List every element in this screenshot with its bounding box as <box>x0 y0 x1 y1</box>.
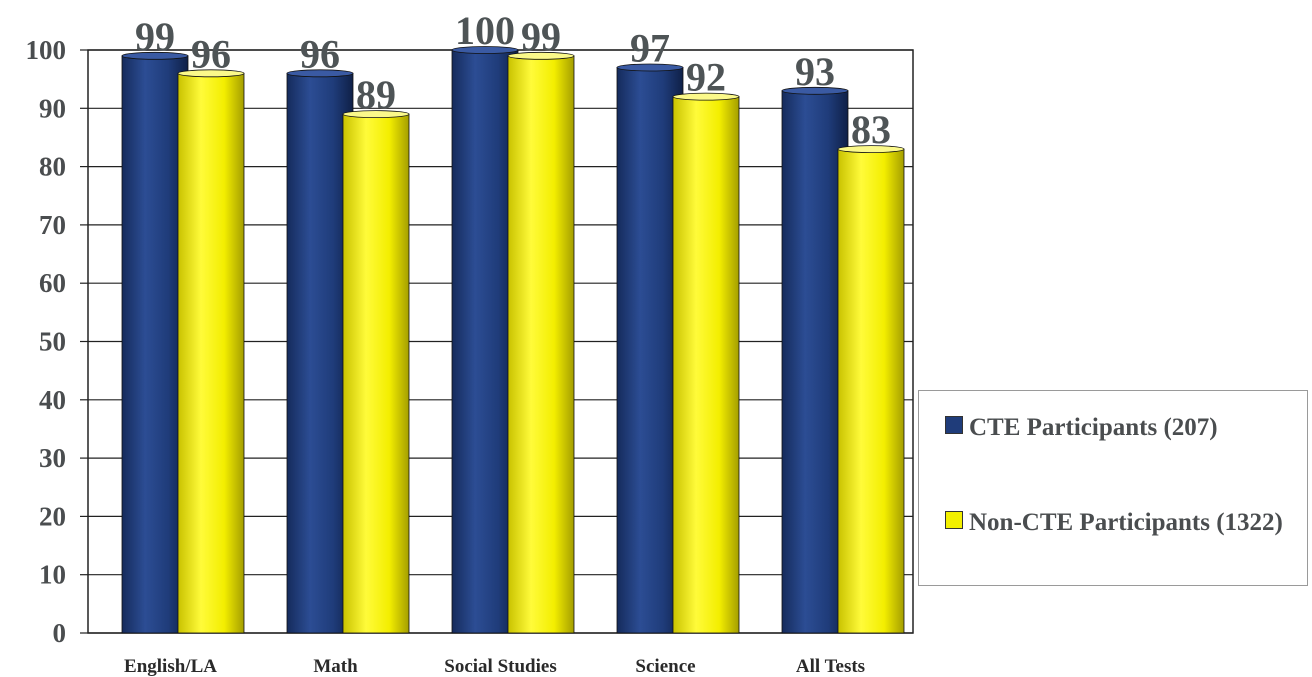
bar-cte <box>451 46 519 634</box>
legend-swatch-non-cte <box>945 511 963 529</box>
y-tick-label: 40 <box>39 385 66 415</box>
x-tick-label: Science <box>635 656 695 677</box>
bars <box>121 46 905 634</box>
bar-cte <box>286 69 354 634</box>
data-label: 96 <box>300 31 340 76</box>
y-tick-label: 90 <box>39 93 66 123</box>
y-tick-label: 50 <box>39 327 66 357</box>
legend: CTE Participants (207) Non-CTE Participa… <box>918 390 1308 586</box>
data-label: 97 <box>630 25 670 70</box>
legend-swatch-cte <box>945 416 963 434</box>
legend-label-cte: CTE Participants (207) <box>969 414 1218 441</box>
legend-label-non-cte: Non-CTE Participants (1322) <box>969 509 1283 536</box>
y-tick-label: 70 <box>39 210 66 240</box>
y-tick-label: 0 <box>53 618 67 648</box>
bar-cte <box>616 63 684 634</box>
data-label: 89 <box>356 72 396 117</box>
y-tick-label: 20 <box>39 501 66 531</box>
bar-non-cte <box>672 92 740 634</box>
x-axis: English/LA Math Social Studies Science All T… <box>124 656 865 677</box>
y-tick-label: 100 <box>26 35 67 65</box>
x-tick-label: English/LA <box>124 656 217 677</box>
legend-item-non-cte: Non-CTE Participants (1322) <box>945 506 1285 540</box>
data-label: 99 <box>521 14 561 59</box>
y-tick-label: 10 <box>39 560 66 590</box>
x-tick-label: Social Studies <box>444 656 556 677</box>
data-label: 96 <box>191 31 231 76</box>
bar-non-cte <box>507 51 575 634</box>
x-tick-label: Math <box>313 656 358 677</box>
bar-non-cte <box>837 145 905 634</box>
data-label: 92 <box>686 55 726 100</box>
bar-cte <box>121 51 189 634</box>
data-label: 100 <box>455 8 515 53</box>
legend-item-cte: CTE Participants (207) <box>945 411 1218 445</box>
y-tick-label: 30 <box>39 443 66 473</box>
y-tick-label: 60 <box>39 268 66 298</box>
bar-non-cte <box>342 110 410 634</box>
bar-non-cte <box>177 69 245 634</box>
data-label: 93 <box>795 49 835 94</box>
bar-cte <box>781 86 849 634</box>
x-tick-label: All Tests <box>796 656 865 677</box>
data-label: 99 <box>135 14 175 59</box>
data-label: 83 <box>851 107 891 152</box>
y-tick-label: 80 <box>39 152 66 182</box>
y-axis: 0 10 20 30 40 50 60 70 80 90 100 <box>26 35 88 648</box>
